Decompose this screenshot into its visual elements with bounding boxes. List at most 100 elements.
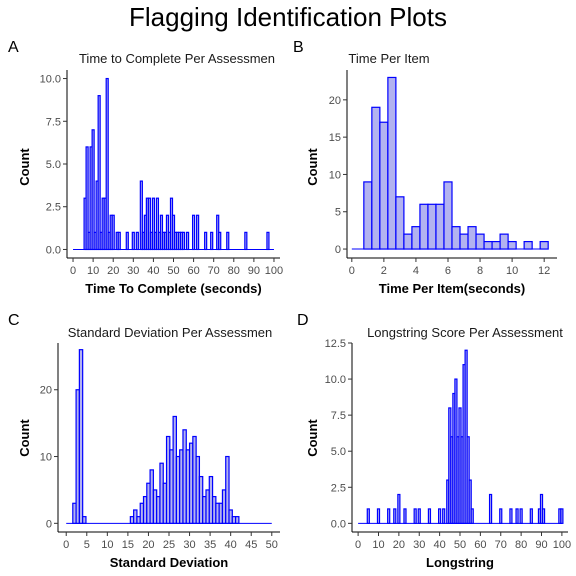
panel-b-bar [539, 240, 549, 250]
panel-a-bar [117, 231, 121, 251]
panel-b-bar [371, 106, 381, 250]
panel-d-y-tick-label: 5.0 [331, 446, 346, 458]
panel-a-bar [218, 231, 222, 251]
panel-a-letter: A [8, 39, 19, 56]
panel-a-x-tick-label: 100 [265, 265, 283, 277]
panel-d-y-axis-label: Count [305, 419, 320, 457]
panel-d-bar [376, 508, 381, 524]
panel-d-bar [417, 508, 421, 524]
panel-d-x-tick-label: 0 [355, 539, 361, 551]
panel-c-letter: C [8, 312, 20, 329]
panel-d-y-tick-label: 12.5 [325, 338, 346, 350]
panel-a-bar [196, 214, 200, 251]
panel-d-bar [529, 508, 533, 524]
panel-b-x-tick-label: 0 [349, 265, 355, 277]
panel-b-y-axis-label: Count [305, 148, 320, 186]
panel-a-bar [185, 231, 190, 251]
panel-a-x-tick-label: 80 [228, 265, 240, 277]
panel-d-y-tick-label: 2.5 [331, 482, 346, 494]
panel-d-bar [427, 508, 432, 524]
panel-b-bar [395, 196, 405, 250]
panel-a-y-axis-label: Count [17, 148, 32, 186]
panel-d-bar [397, 493, 401, 524]
panel-d-bar [488, 493, 493, 524]
panel-b-bar [499, 233, 509, 250]
panel-a-bar [85, 146, 89, 251]
panel-d-bar [560, 508, 564, 524]
panel-a-bar [147, 197, 151, 251]
panel-d-bar [442, 508, 446, 524]
panel-a-bar [105, 77, 109, 251]
panel-a-x-tick-label: 40 [147, 265, 159, 277]
panel-b-x-tick-label: 2 [381, 265, 387, 277]
panel-d-x-tick-label: 10 [372, 539, 384, 551]
panel-d: D Longstring Score Per Assessment 0.0 2.5 5.… [297, 312, 571, 570]
panel-c-x-tick-label: 30 [183, 539, 195, 551]
panel-b-bar [491, 240, 501, 250]
panel-b-bar [435, 203, 445, 250]
panel-d-x-tick-label: 20 [393, 539, 405, 551]
panel-d-bar [393, 508, 397, 524]
panel-d-bar [387, 508, 391, 524]
panel-a-x-tick-label: 20 [107, 265, 119, 277]
figure-title: Flagging Identification Plots [129, 2, 447, 32]
panel-b-bar [411, 226, 421, 250]
panel-d-x-tick-label: 50 [454, 539, 466, 551]
panel-b-bar [459, 233, 469, 250]
panel-d-y-tick-label: 7.5 [331, 410, 346, 422]
panel-d-bar [509, 508, 513, 524]
panel-d-x-tick-label: 40 [433, 539, 445, 551]
panel-b-bar [379, 121, 389, 250]
panel-b-y-tick-label: 15 [329, 132, 341, 144]
panel-c-x-tick-label: 5 [84, 539, 90, 551]
panel-d-bar [366, 508, 370, 524]
panel-b-y-tick-label: 5 [335, 207, 341, 219]
panel-a-y-tick-label: 7.5 [46, 116, 61, 128]
panel-a-bar [181, 231, 186, 251]
panel-d-letter: D [297, 312, 309, 329]
panel-a-x-axis-label: Time To Complete (seconds) [85, 281, 262, 296]
panel-a-y-tick-label: 10.0 [40, 74, 61, 86]
panel-b-x-tick-label: 4 [413, 265, 419, 277]
panel-a-bar [97, 95, 101, 251]
panel-b-bar [483, 240, 493, 250]
panel-a-bar [139, 180, 143, 251]
panel-b-bar [419, 203, 429, 250]
panel-c-bar [82, 516, 87, 524]
panel-a-y-tick-label: 2.5 [46, 202, 61, 214]
panel-d-bar [515, 508, 519, 524]
panel-d-bar [468, 479, 472, 524]
panel-c-bar [235, 516, 240, 524]
panel-a-bar [244, 231, 248, 251]
panel-b-bar [475, 233, 485, 250]
panel-b: B Time Per Item 0 5 10 15 20 0 2 4 6 8 10 12 Time Per … [293, 39, 557, 296]
panel-d-bar [499, 508, 503, 524]
panel-b-bar [507, 240, 517, 250]
panel-d-bar [438, 508, 442, 524]
panel-a-x-tick-label: 60 [187, 265, 199, 277]
panel-c-x-axis-label: Standard Deviation [110, 555, 229, 570]
panel-c-y-tick-label: 10 [40, 452, 52, 464]
panel-c-bar [225, 455, 230, 524]
panel-a-bar [125, 231, 129, 251]
panel-a-bar [204, 231, 208, 251]
panel-d-y-tick-label: 10.0 [325, 374, 346, 386]
panel-d-x-tick-label: 70 [495, 539, 507, 551]
panel-b-y-tick-label: 20 [329, 95, 341, 107]
panel-b-title: Time Per Item [348, 51, 429, 66]
panel-b-bar [467, 226, 477, 250]
panel-c-x-tick-label: 25 [163, 539, 175, 551]
panel-b-y-tick-label: 10 [329, 169, 341, 181]
panel-a-x-tick-label: 70 [208, 265, 220, 277]
panel-d-bar [403, 508, 407, 524]
panel-c: C Standard Deviation Per Assessmen 0 10 20 0 5… [8, 312, 280, 570]
panel-b-x-tick-label: 12 [538, 265, 550, 277]
panel-a-bar [135, 231, 139, 251]
panel-b-x-tick-label: 10 [506, 265, 518, 277]
panel-c-x-tick-label: 0 [63, 539, 69, 551]
panel-c-x-tick-label: 10 [101, 539, 113, 551]
panel-b-bar [363, 181, 373, 250]
panel-b-x-axis-label: Time Per Item(seconds) [379, 281, 525, 296]
panel-b-letter: B [293, 39, 304, 56]
